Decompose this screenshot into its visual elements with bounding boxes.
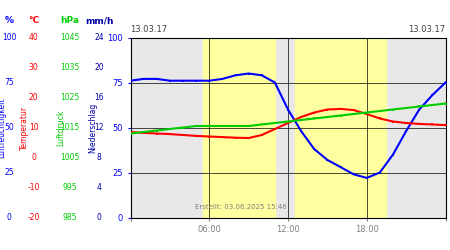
Text: 13.03.17: 13.03.17 [130, 25, 167, 34]
Text: 985: 985 [63, 213, 77, 222]
Text: Luftfeuchtigkeit: Luftfeuchtigkeit [0, 97, 7, 158]
Text: 30: 30 [29, 63, 39, 72]
Text: 75: 75 [4, 78, 14, 87]
Text: 0: 0 [7, 213, 11, 222]
Text: 1025: 1025 [60, 93, 79, 102]
Text: 20: 20 [94, 63, 104, 72]
Text: Erstellt: 03.06.2025 15:46: Erstellt: 03.06.2025 15:46 [195, 204, 287, 210]
Bar [202, 38, 275, 218]
Text: 0: 0 [32, 153, 36, 162]
Text: 1035: 1035 [60, 63, 80, 72]
Text: 40: 40 [29, 33, 39, 42]
Text: -10: -10 [27, 183, 40, 192]
Text: 16: 16 [94, 93, 104, 102]
Text: %: % [4, 16, 13, 25]
Text: 10: 10 [29, 123, 39, 132]
Text: Luftdruck: Luftdruck [56, 109, 65, 146]
Text: 8: 8 [97, 153, 101, 162]
Text: 12: 12 [94, 123, 104, 132]
Text: 100: 100 [2, 33, 16, 42]
Text: mm/h: mm/h [85, 16, 113, 25]
Text: °C: °C [28, 16, 39, 25]
Text: hPa: hPa [60, 16, 79, 25]
Text: 25: 25 [4, 168, 14, 177]
Text: 1005: 1005 [60, 153, 80, 162]
Text: Temperatur: Temperatur [20, 106, 29, 150]
Text: Niederschlag: Niederschlag [88, 102, 97, 152]
Text: 13.03.17: 13.03.17 [409, 25, 446, 34]
Text: 4: 4 [97, 183, 101, 192]
Text: 20: 20 [29, 93, 39, 102]
Bar [295, 38, 387, 218]
Text: 995: 995 [63, 183, 77, 192]
Text: 0: 0 [97, 213, 101, 222]
Text: 1045: 1045 [60, 33, 80, 42]
Text: 1015: 1015 [60, 123, 79, 132]
Text: 50: 50 [4, 123, 14, 132]
Text: 24: 24 [94, 33, 104, 42]
Text: -20: -20 [27, 213, 40, 222]
